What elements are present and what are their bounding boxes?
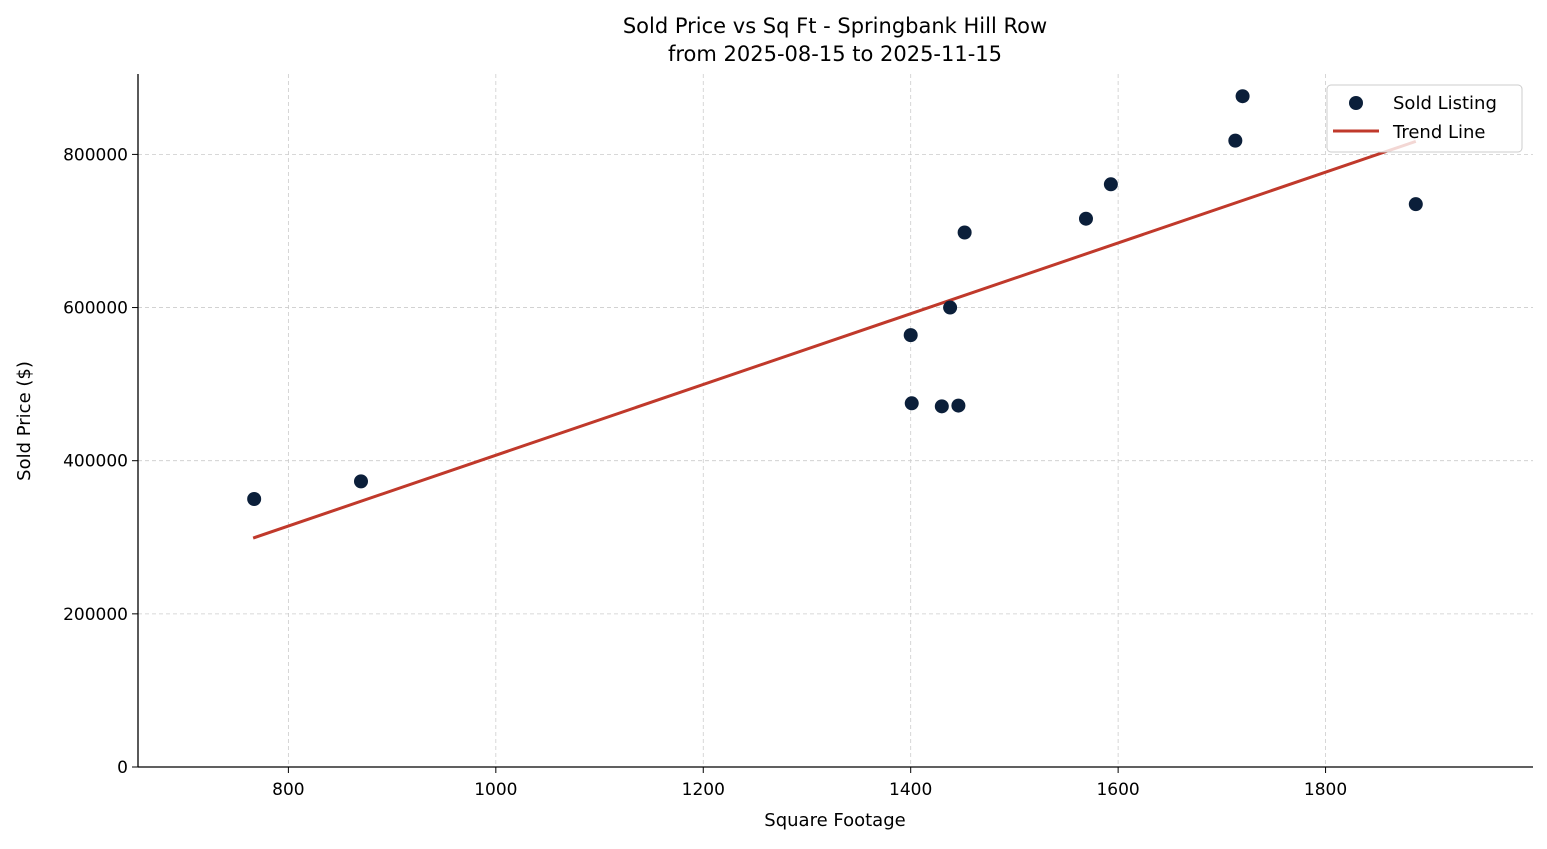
x-tick-label: 1800 [1304, 780, 1347, 800]
data-point [904, 396, 919, 411]
data-point [934, 399, 949, 414]
data-point [1235, 89, 1250, 104]
chart-title: Sold Price vs Sq Ft - Springbank Hill Ro… [623, 14, 1047, 38]
x-tick-label: 1000 [474, 780, 517, 800]
x-tick-label: 1400 [889, 780, 932, 800]
data-point [951, 398, 966, 413]
legend-label-trend-line: Trend Line [1392, 122, 1486, 143]
x-tick-label: 1600 [1096, 780, 1139, 800]
y-tick-label: 0 [117, 758, 128, 778]
marks [247, 89, 1423, 540]
x-tick-label: 800 [272, 780, 304, 800]
legend-label-sold-listing: Sold Listing [1393, 93, 1497, 114]
data-point [1408, 197, 1423, 212]
data-point [943, 300, 958, 315]
y-tick-label: 600000 [63, 299, 128, 319]
data-point [903, 328, 918, 343]
y-tick-label: 200000 [63, 605, 128, 625]
data-point [353, 474, 368, 489]
data-point [957, 225, 972, 240]
y-axis-label: Sold Price ($) [14, 361, 35, 481]
data-point [1078, 211, 1093, 226]
legend-marker-sold-listing [1349, 96, 1363, 110]
trend-line [252, 139, 1417, 540]
data-point [1228, 133, 1243, 148]
y-tick-label: 400000 [63, 452, 128, 472]
data-point [1103, 177, 1118, 192]
x-axis-label: Square Footage [764, 810, 905, 831]
x-tick-label: 1200 [682, 780, 725, 800]
legend: Sold Listing Trend Line [1326, 84, 1523, 153]
chart-subtitle: from 2025-08-15 to 2025-11-15 [668, 42, 1002, 66]
data-point [247, 491, 262, 506]
ticks: 800 1000 1200 1400 1600 1800 0 200000 400000 6000… [63, 145, 1347, 800]
grid [138, 74, 1533, 768]
legend-box [1326, 84, 1523, 153]
y-tick-label: 800000 [63, 145, 128, 165]
